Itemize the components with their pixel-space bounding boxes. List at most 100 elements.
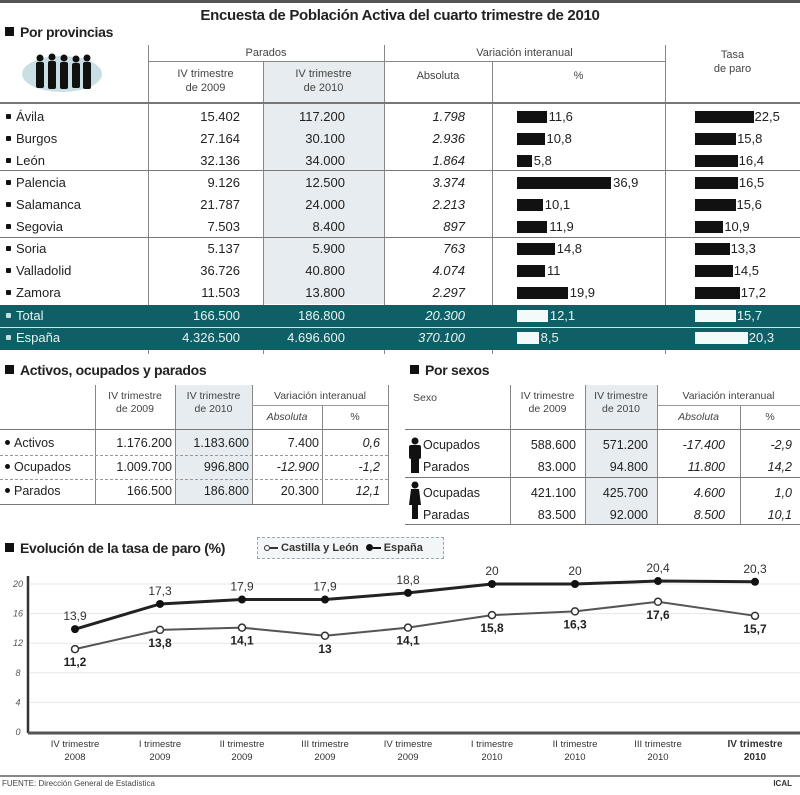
- svg-text:I trimestre: I trimestre: [471, 739, 513, 750]
- legend-filled-marker-icon: [365, 544, 373, 551]
- pct-bar: [517, 155, 532, 167]
- svg-text:20: 20: [12, 579, 23, 589]
- row-label: Ocupadas: [423, 486, 480, 500]
- svg-text:15,8: 15,8: [480, 621, 504, 635]
- value-q4-2010: 186.800: [298, 308, 345, 323]
- value-q4-2009: 5.137: [207, 241, 240, 256]
- value-q4-2010: 425.700: [602, 486, 648, 500]
- value-pct: 36,9: [613, 175, 639, 190]
- value-q4-2010: 30.100: [305, 131, 345, 146]
- value-q4-2010: 40.800: [305, 263, 345, 278]
- pct-bar: [517, 177, 612, 189]
- chart-legend: Castilla y León España: [257, 537, 444, 559]
- svg-text:18,8: 18,8: [396, 573, 420, 587]
- svg-text:2009: 2009: [314, 752, 335, 763]
- value-pct: 10,8: [546, 131, 572, 146]
- top-rule: [0, 0, 800, 3]
- tasa-bar: [695, 177, 738, 189]
- svg-text:4: 4: [15, 697, 20, 707]
- value-pct: 10,1: [767, 508, 792, 522]
- unemployment-line-chart: 0 4 8 12 16 20 13,9 17,3 17,9 17,9 18,8 20 20 20,4 20,…: [12, 561, 800, 763]
- svg-text:20,3: 20,3: [743, 562, 767, 576]
- square-bullet-icon: [5, 365, 14, 374]
- row-label: Valladolid: [6, 260, 71, 282]
- svg-text:2009: 2009: [397, 752, 418, 763]
- value-q4-2010: 571.200: [602, 438, 648, 452]
- svg-text:II trimestre: II trimestre: [220, 739, 265, 750]
- value-q4-2010: 5.900: [312, 241, 345, 256]
- value-pct: 1,0: [774, 486, 792, 500]
- svg-text:13,8: 13,8: [148, 636, 172, 650]
- tasa-bar: [695, 287, 740, 299]
- value-absoluta: 897: [443, 219, 465, 234]
- people-group-icon: [22, 53, 102, 92]
- value-q4-2009: 83.000: [537, 460, 576, 474]
- row-label: Ocupados: [5, 457, 71, 477]
- value-absoluta: 4.074: [432, 263, 465, 278]
- table-row: Soria 5.137 5.900 763 14,8 13,3: [0, 238, 800, 260]
- svg-text:0: 0: [15, 727, 20, 737]
- svg-text:12: 12: [13, 638, 23, 648]
- svg-text:III trimestre: III trimestre: [634, 739, 682, 750]
- value-q4-2009: 21.787: [200, 197, 240, 212]
- value-absoluta: 7.400: [287, 436, 319, 450]
- pct-bar: [517, 310, 548, 322]
- table-row: Zamora 11.503 13.800 2.297 19,9 17,2: [0, 282, 800, 304]
- legend-espana: España: [383, 542, 423, 554]
- col-divider: [148, 45, 149, 354]
- section-title-evolucion: Evolución de la tasa de paro (%): [5, 540, 225, 556]
- value-absoluta: 11.800: [687, 460, 725, 474]
- svg-text:11,2: 11,2: [64, 655, 87, 669]
- page-title: Encuesta de Población Activa del cuarto …: [200, 7, 600, 24]
- row-label: Palencia: [6, 172, 66, 194]
- tasa-bar: [695, 155, 738, 167]
- row-label: Salamanca: [6, 194, 81, 216]
- legend-cyl: Castilla y León: [281, 542, 359, 554]
- col-divider: [263, 62, 264, 354]
- svg-text:2009: 2009: [149, 752, 170, 763]
- table-row: Ávila 15.402 117.200 1.798 11,6 22,5: [0, 106, 800, 128]
- value-tasa: 22,5: [754, 109, 780, 124]
- header-bottom-rule: [0, 102, 800, 104]
- svg-text:14,1: 14,1: [396, 634, 420, 648]
- svg-text:I trimestre: I trimestre: [139, 739, 181, 750]
- svg-text:16: 16: [13, 609, 23, 619]
- value-pct: 14,2: [767, 460, 792, 474]
- svg-text:2008: 2008: [64, 752, 85, 763]
- value-q4-2010: 94.800: [609, 460, 648, 474]
- value-q4-2010: 8.400: [312, 219, 345, 234]
- value-pct: 12,1: [549, 308, 576, 323]
- svg-text:2010: 2010: [564, 752, 585, 763]
- value-pct: 10,1: [544, 197, 571, 212]
- svg-text:16,3: 16,3: [563, 617, 587, 631]
- table-row: León 32.136 34.000 1.864 5,8 16,4: [0, 150, 800, 172]
- value-absoluta: 3.374: [432, 175, 465, 190]
- value-q4-2009: 36.726: [200, 263, 240, 278]
- value-absoluta: 20.300: [425, 308, 465, 323]
- svg-text:20: 20: [485, 564, 499, 578]
- header-tasa: Tasa de paro: [713, 49, 752, 75]
- col-divider: [492, 62, 493, 354]
- square-bullet-icon: [5, 27, 14, 36]
- value-absoluta: 370.100: [418, 330, 465, 345]
- value-q4-2009: 1.176.200: [116, 436, 172, 450]
- value-q4-2009: 1.009.700: [116, 460, 172, 474]
- value-absoluta: 1.864: [432, 153, 465, 168]
- row-label: Soria: [6, 238, 46, 260]
- legend-open-marker-icon: [264, 545, 270, 551]
- square-bullet-icon: [5, 543, 14, 552]
- svg-text:2010: 2010: [647, 752, 668, 763]
- value-absoluta: 1.798: [432, 109, 465, 124]
- section-title-activos: Activos, ocupados y parados: [5, 362, 207, 378]
- value-q4-2009: 32.136: [200, 153, 240, 168]
- table-row: Burgos 27.164 30.100 2.936 10,8 15,8: [0, 128, 800, 150]
- value-tasa: 20,3: [748, 330, 775, 345]
- table-row: Palencia 9.126 12.500 3.374 36,9 16,5: [0, 172, 800, 194]
- tasa-bar: [695, 199, 736, 211]
- svg-text:15,7: 15,7: [743, 622, 767, 636]
- pct-bar: [517, 287, 568, 299]
- total-row: Total 166.500 186.800 20.300 12,1 15,7: [0, 305, 800, 328]
- value-q4-2009: 11.503: [201, 285, 240, 300]
- header-q4-2010: IV trimestre de 2010: [295, 68, 352, 94]
- table-row: Valladolid 36.726 40.800 4.074 11 14,5: [0, 260, 800, 282]
